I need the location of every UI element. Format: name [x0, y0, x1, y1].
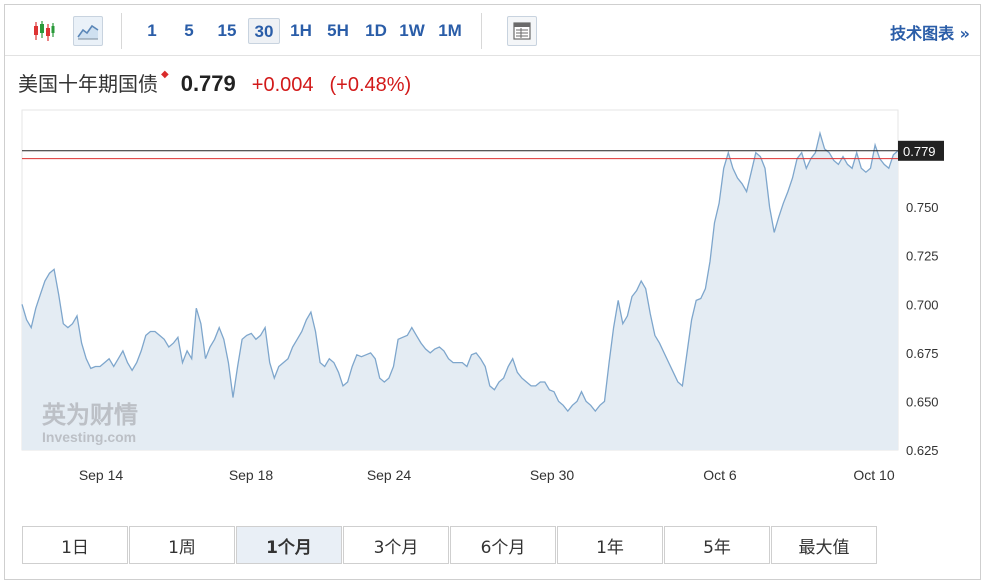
y-tick-label: 0.625 [906, 443, 939, 458]
last-price-tag-label: 0.779 [903, 144, 936, 159]
range-1w-button[interactable]: 1周 [129, 526, 235, 564]
interval-30min-button[interactable]: 30 [248, 18, 280, 44]
data-table-icon[interactable] [507, 16, 537, 46]
interval-1min-button[interactable]: 1 [147, 21, 157, 40]
x-tick-label: Oct 6 [703, 467, 737, 483]
interval-15min-button[interactable]: 15 [217, 21, 237, 40]
range-max-button[interactable]: 最大值 [771, 526, 877, 564]
toolbar-divider [121, 13, 122, 49]
interval-1m-button[interactable]: 1M [438, 21, 462, 40]
area-chart-icon[interactable] [73, 16, 103, 46]
advanced-chart-link[interactable]: 技术图表 » [890, 24, 970, 43]
instrument-header: 美国十年期国债 ◆ 0.779 +0.004 (+0.48%) [18, 68, 411, 98]
price-line [21, 130, 899, 413]
y-tick-label: 0.750 [906, 200, 939, 215]
x-tick-label: Sep 14 [79, 467, 124, 483]
price-chart[interactable]: 0.779 0.750 0.725 0.700 0.675 0.650 0.625 Sep… [0, 0, 987, 500]
chart-toolbar: 1 5 15 30 1H 5H 1D 1W 1M 技术图表 » [5, 5, 980, 56]
y-tick-label: 0.675 [906, 346, 939, 361]
range-1y-button[interactable]: 1年 [557, 526, 663, 564]
watermark-logo: 英为财情 Investing.com [42, 401, 138, 445]
interval-1h-button[interactable]: 1H [290, 21, 312, 40]
range-5y-button[interactable]: 5年 [664, 526, 770, 564]
market-status-icon: ◆ [161, 69, 169, 80]
watermark-en: Investing.com [42, 429, 136, 445]
range-1m-button[interactable]: 1个月 [236, 526, 342, 564]
interval-5min-button[interactable]: 5 [184, 21, 194, 40]
interval-1d-button[interactable]: 1D [365, 21, 387, 40]
y-axis: 0.750 0.725 0.700 0.675 0.650 0.625 [906, 200, 939, 458]
x-tick-label: Oct 10 [853, 467, 894, 483]
last-price-tag: 0.779 [898, 140, 944, 161]
x-tick-label: Sep 30 [530, 467, 575, 483]
time-range-selector: 1日 1周 1个月 3个月 6个月 1年 5年 最大值 [22, 526, 878, 564]
price-area-fill [22, 133, 898, 451]
chart-widget: 1 5 15 30 1H 5H 1D 1W 1M 技术图表 » [4, 4, 981, 580]
y-tick-label: 0.700 [906, 297, 939, 312]
instrument-name: 美国十年期国债 [18, 72, 158, 96]
y-tick-label: 0.725 [906, 249, 939, 264]
x-tick-label: Sep 18 [229, 467, 274, 483]
interval-1w-button[interactable]: 1W [399, 21, 425, 40]
last-price: 0.779 [180, 71, 236, 96]
range-3m-button[interactable]: 3个月 [343, 526, 449, 564]
candlestick-chart-icon[interactable] [29, 16, 59, 46]
toolbar-divider [481, 13, 482, 49]
range-1d-button[interactable]: 1日 [22, 526, 128, 564]
interval-5h-button[interactable]: 5H [327, 21, 349, 40]
x-tick-label: Sep 24 [367, 467, 412, 483]
price-change-percent: (+0.48%) [329, 74, 412, 96]
range-6m-button[interactable]: 6个月 [450, 526, 556, 564]
x-axis: Sep 14 Sep 18 Sep 24 Sep 30 Oct 6 Oct 10 [79, 467, 895, 483]
watermark-cn: 英为财情 [42, 401, 138, 429]
y-tick-label: 0.650 [906, 394, 939, 409]
price-change: +0.004 [251, 74, 314, 96]
